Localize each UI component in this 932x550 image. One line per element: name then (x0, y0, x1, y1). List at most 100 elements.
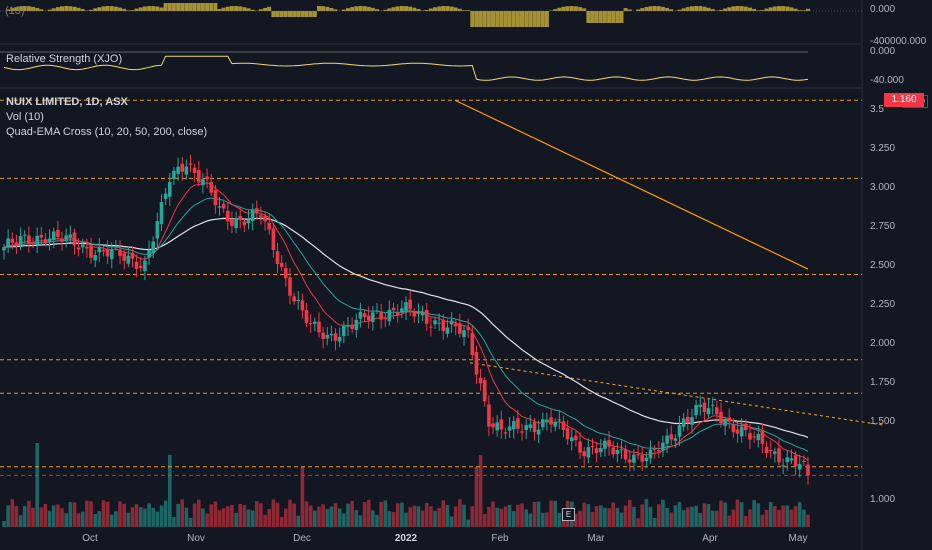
indicator-bar (756, 10, 761, 11)
volume-bar (574, 513, 578, 527)
candle-body (147, 250, 151, 258)
volume-bar (14, 506, 19, 527)
volume-bar (806, 514, 810, 527)
indicator-bar (68, 6, 73, 11)
volume-bar (408, 507, 412, 527)
volume-bar (39, 507, 44, 527)
volume-bar (644, 499, 649, 527)
candle-body (545, 419, 549, 422)
indicator-bar (399, 6, 404, 11)
indicator-bar (565, 6, 570, 11)
volume-bar (288, 499, 292, 527)
candle-body (151, 241, 155, 254)
candle-body (47, 238, 52, 242)
volume-bar (313, 510, 317, 527)
volume-bar (246, 509, 251, 527)
candle-body (536, 429, 541, 435)
volume-bar (60, 508, 64, 527)
volume-bar (114, 511, 118, 527)
volume-bar (22, 505, 27, 527)
price-axis-tick: 3.000 (870, 181, 896, 193)
candle-body (267, 222, 271, 230)
volume-bar (470, 506, 475, 527)
volume-bar (710, 510, 715, 527)
volume-legend[interactable]: Vol (10) (6, 111, 44, 123)
indicator-top-legend: (13) (5, 5, 25, 17)
rs-tick-0: 0.000 (870, 46, 896, 57)
candle-body (420, 312, 425, 316)
volume-bar (549, 500, 553, 527)
candle-body (304, 310, 309, 323)
indicator-bar (557, 7, 562, 11)
indicator-bar (727, 7, 732, 11)
volume-bar (536, 501, 541, 527)
indicator-bar (238, 6, 243, 11)
indicator-bar (602, 11, 607, 23)
indicator-bar (611, 11, 616, 23)
candle-body (739, 426, 744, 437)
volume-bar (317, 506, 321, 527)
candle-body (706, 408, 711, 415)
candle-body (263, 215, 267, 222)
candle-body (495, 422, 499, 431)
volume-bar (93, 514, 97, 527)
earnings-marker[interactable]: E (562, 508, 575, 521)
candle-body (97, 247, 102, 253)
candle-body (681, 418, 686, 427)
price-axis-tick: 1.750 (870, 377, 896, 389)
candle-body (458, 323, 462, 334)
volume-bar (768, 502, 773, 527)
symbol-title[interactable]: NUIX LIMITED, 1D, ASX (6, 96, 128, 108)
indicator-bar (126, 10, 131, 11)
volume-bar (669, 512, 673, 527)
candle-body (230, 218, 234, 226)
indicator-bar (694, 6, 699, 11)
candle-body (201, 179, 205, 186)
volume-bar (284, 508, 288, 527)
indicator-bar (258, 9, 263, 11)
price-level-tag[interactable]: 1.160 (884, 93, 924, 107)
candle-body (549, 417, 553, 425)
volume-bar (665, 508, 669, 527)
indicator-bar (723, 8, 728, 11)
volume-bar (719, 500, 723, 527)
volume-bar (433, 510, 437, 527)
candle-body (284, 268, 288, 279)
indicator-bar (80, 9, 85, 11)
volume-bar (499, 508, 504, 527)
indicator-bar (594, 11, 599, 23)
volume-bar (159, 505, 164, 527)
indicator-bar (275, 11, 280, 17)
indicator-bar (304, 11, 309, 17)
volume-bar (118, 501, 122, 527)
volume-bar (578, 510, 582, 527)
volume-bar (51, 505, 56, 527)
indicator-bar (184, 3, 189, 11)
volume-bar (727, 515, 732, 527)
candle-body (512, 421, 516, 430)
volume-bar (781, 505, 785, 527)
candle-body (727, 417, 732, 422)
candle-body (557, 419, 562, 421)
volume-bar (238, 504, 242, 527)
volume-bar (362, 502, 367, 527)
indicator-bar (743, 6, 748, 11)
candle-body (615, 450, 620, 454)
volume-bar (395, 503, 400, 527)
volume-bar (188, 517, 193, 527)
volume-bar (379, 501, 383, 527)
candle-body (466, 327, 470, 330)
indicator-bar (130, 10, 135, 11)
indicator-bar (39, 9, 44, 11)
candle-body (756, 433, 761, 441)
volume-bar (2, 521, 6, 527)
volume-bar (686, 507, 690, 527)
ema-legend[interactable]: Quad-EMA Cross (10, 20, 50, 200, close) (6, 126, 208, 138)
indicator-bar (151, 6, 156, 11)
candle-body (68, 234, 73, 238)
candle-body (163, 193, 168, 199)
volume-bar (694, 505, 698, 527)
volume-bar (350, 500, 354, 527)
candle-body (516, 418, 520, 429)
